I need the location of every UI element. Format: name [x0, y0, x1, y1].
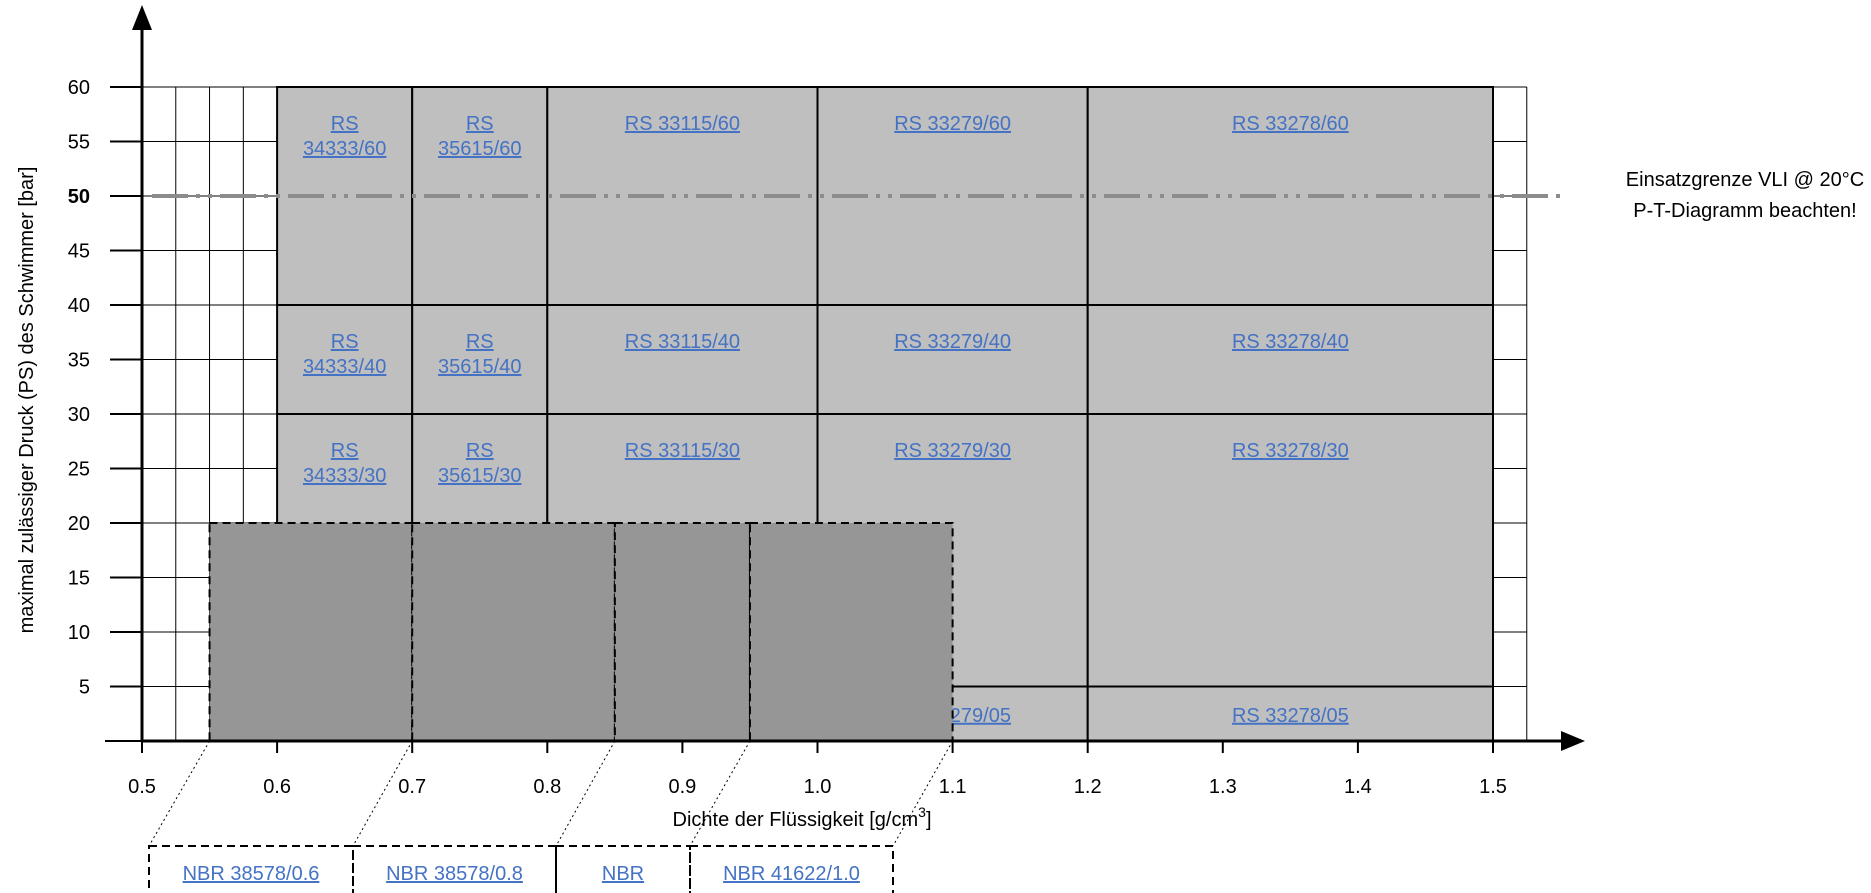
rs-link-label[interactable]: 34333/40 — [303, 356, 386, 378]
nbr-region — [411, 522, 616, 742]
y-tick-label: 10 — [68, 622, 90, 644]
nbr-leader-line — [689, 740, 751, 847]
y-tick-label: 15 — [68, 568, 90, 590]
rs-link-label[interactable]: RS — [466, 113, 494, 135]
rs-link-label[interactable]: RS 33115/60 — [625, 113, 740, 135]
x-tick-label: 1.1 — [939, 776, 967, 798]
nbr-link-label[interactable]: NBR 38578/0.8 — [386, 863, 523, 885]
rs-link-label[interactable]: 34333/30 — [303, 465, 386, 487]
rs-link-label[interactable]: RS 33278/60 — [1232, 113, 1349, 135]
rs-region — [1086, 685, 1494, 742]
rs-region — [276, 304, 414, 415]
rs-link-label[interactable]: RS 33278/30 — [1232, 440, 1349, 462]
nbr-leader-line — [892, 740, 954, 847]
rs-region — [411, 304, 549, 415]
x-axis-label-end: ] — [926, 809, 932, 831]
rs-link-label[interactable]: RS 33279/30 — [894, 440, 1011, 462]
y-tick-label: 30 — [68, 404, 90, 426]
y-tick-label: 5 — [79, 677, 90, 699]
rs-link-label[interactable]: 35615/60 — [438, 138, 521, 160]
rs-link-label[interactable]: RS 33279/60 — [894, 113, 1011, 135]
nbr-link-label[interactable]: NBR 38578/0.6 — [183, 863, 320, 885]
nbr-leader-line — [555, 740, 616, 847]
x-tick-label: 1.0 — [804, 776, 832, 798]
x-axis-label-main: Dichte der Flüssigkeit [g/cm — [673, 809, 919, 831]
nbr-label-box — [148, 845, 354, 893]
rs-link-label[interactable]: RS 33278/05 — [1232, 705, 1349, 727]
x-axis-arrow — [1561, 731, 1585, 751]
x-tick-label: 1.4 — [1344, 776, 1372, 798]
x-tick-label: 0.6 — [263, 776, 291, 798]
limit-label: Einsatzgrenze VLI @ 20°C — [1626, 169, 1864, 191]
rs-region — [1086, 304, 1494, 415]
rs-link-label[interactable]: RS — [466, 331, 494, 353]
x-tick-label: 1.5 — [1479, 776, 1507, 798]
y-tick-label: 35 — [68, 350, 90, 372]
limit-note: P-T-Diagramm beachten! — [1633, 200, 1856, 222]
labels: Dichte der Flüssigkeit [g/cm3] maximal zu… — [16, 167, 932, 831]
nbr-regions: NBR 38578/0.6 NBR 38578/0.8 NBR NBR 41622/1… — [148, 522, 954, 893]
y-tick-label: 45 — [68, 241, 90, 263]
y-tick-label: 55 — [68, 132, 90, 154]
x-tick-label: 0.5 — [128, 776, 156, 798]
rs-link-label[interactable]: 35615/30 — [438, 465, 521, 487]
rs-link-label[interactable]: 34333/60 — [303, 138, 386, 160]
y-axis-arrow — [132, 5, 152, 30]
nbr-leader-line — [352, 740, 413, 847]
nbr-region — [208, 522, 414, 742]
x-tick-label: 0.7 — [398, 776, 426, 798]
y-axis-label: maximal zulässiger Druck (PS) des Schwim… — [16, 167, 38, 634]
rs-link-label[interactable]: RS 33278/40 — [1232, 331, 1349, 353]
rs-link-label[interactable]: RS 33279/40 — [894, 331, 1011, 353]
y-tick-label: 20 — [68, 513, 90, 535]
nbr-region — [748, 522, 954, 742]
rs-region — [816, 304, 1089, 415]
y-tick-label: 25 — [68, 459, 90, 481]
rs-link-label[interactable]: RS 33115/30 — [625, 440, 740, 462]
x-tick-label: 0.9 — [668, 776, 696, 798]
rs-link-label[interactable]: RS — [331, 331, 359, 353]
x-tick-label: 1.2 — [1074, 776, 1102, 798]
axes: 5 10 15 20 25 30 35 40 45 50 55 60 0.5 0.6 0.7 0.8 0.9 1.… — [68, 5, 1585, 798]
rs-link-label[interactable]: RS — [331, 113, 359, 135]
rs-region — [546, 304, 819, 415]
limit-line-group: Einsatzgrenze VLI @ 20°C P-T-Diagramm bea… — [152, 169, 1864, 222]
rs-link-label[interactable]: RS — [466, 440, 494, 462]
nbr-link-label[interactable]: NBR 41622/1.0 — [723, 863, 860, 885]
y-tick-label: 40 — [68, 295, 90, 317]
nbr-link-label[interactable]: NBR — [602, 863, 644, 885]
rs-link-label[interactable]: 35615/40 — [438, 356, 521, 378]
rs-link-label[interactable]: RS — [331, 440, 359, 462]
x-tick-label: 1.3 — [1209, 776, 1237, 798]
nbr-leader-line — [148, 740, 210, 847]
nbr-region — [613, 522, 751, 742]
x-tick-label: 0.8 — [533, 776, 561, 798]
rs-region — [1086, 413, 1494, 688]
y-tick-label: 60 — [68, 77, 90, 99]
y-tick-label: 50 — [68, 186, 90, 208]
x-axis-label: Dichte der Flüssigkeit [g/cm3] — [673, 804, 932, 831]
nbr-label-box — [689, 845, 894, 893]
x-axis-label-sup: 3 — [918, 804, 926, 820]
rs-link-label[interactable]: RS 33115/40 — [625, 331, 740, 353]
rs-region — [1086, 86, 1494, 306]
